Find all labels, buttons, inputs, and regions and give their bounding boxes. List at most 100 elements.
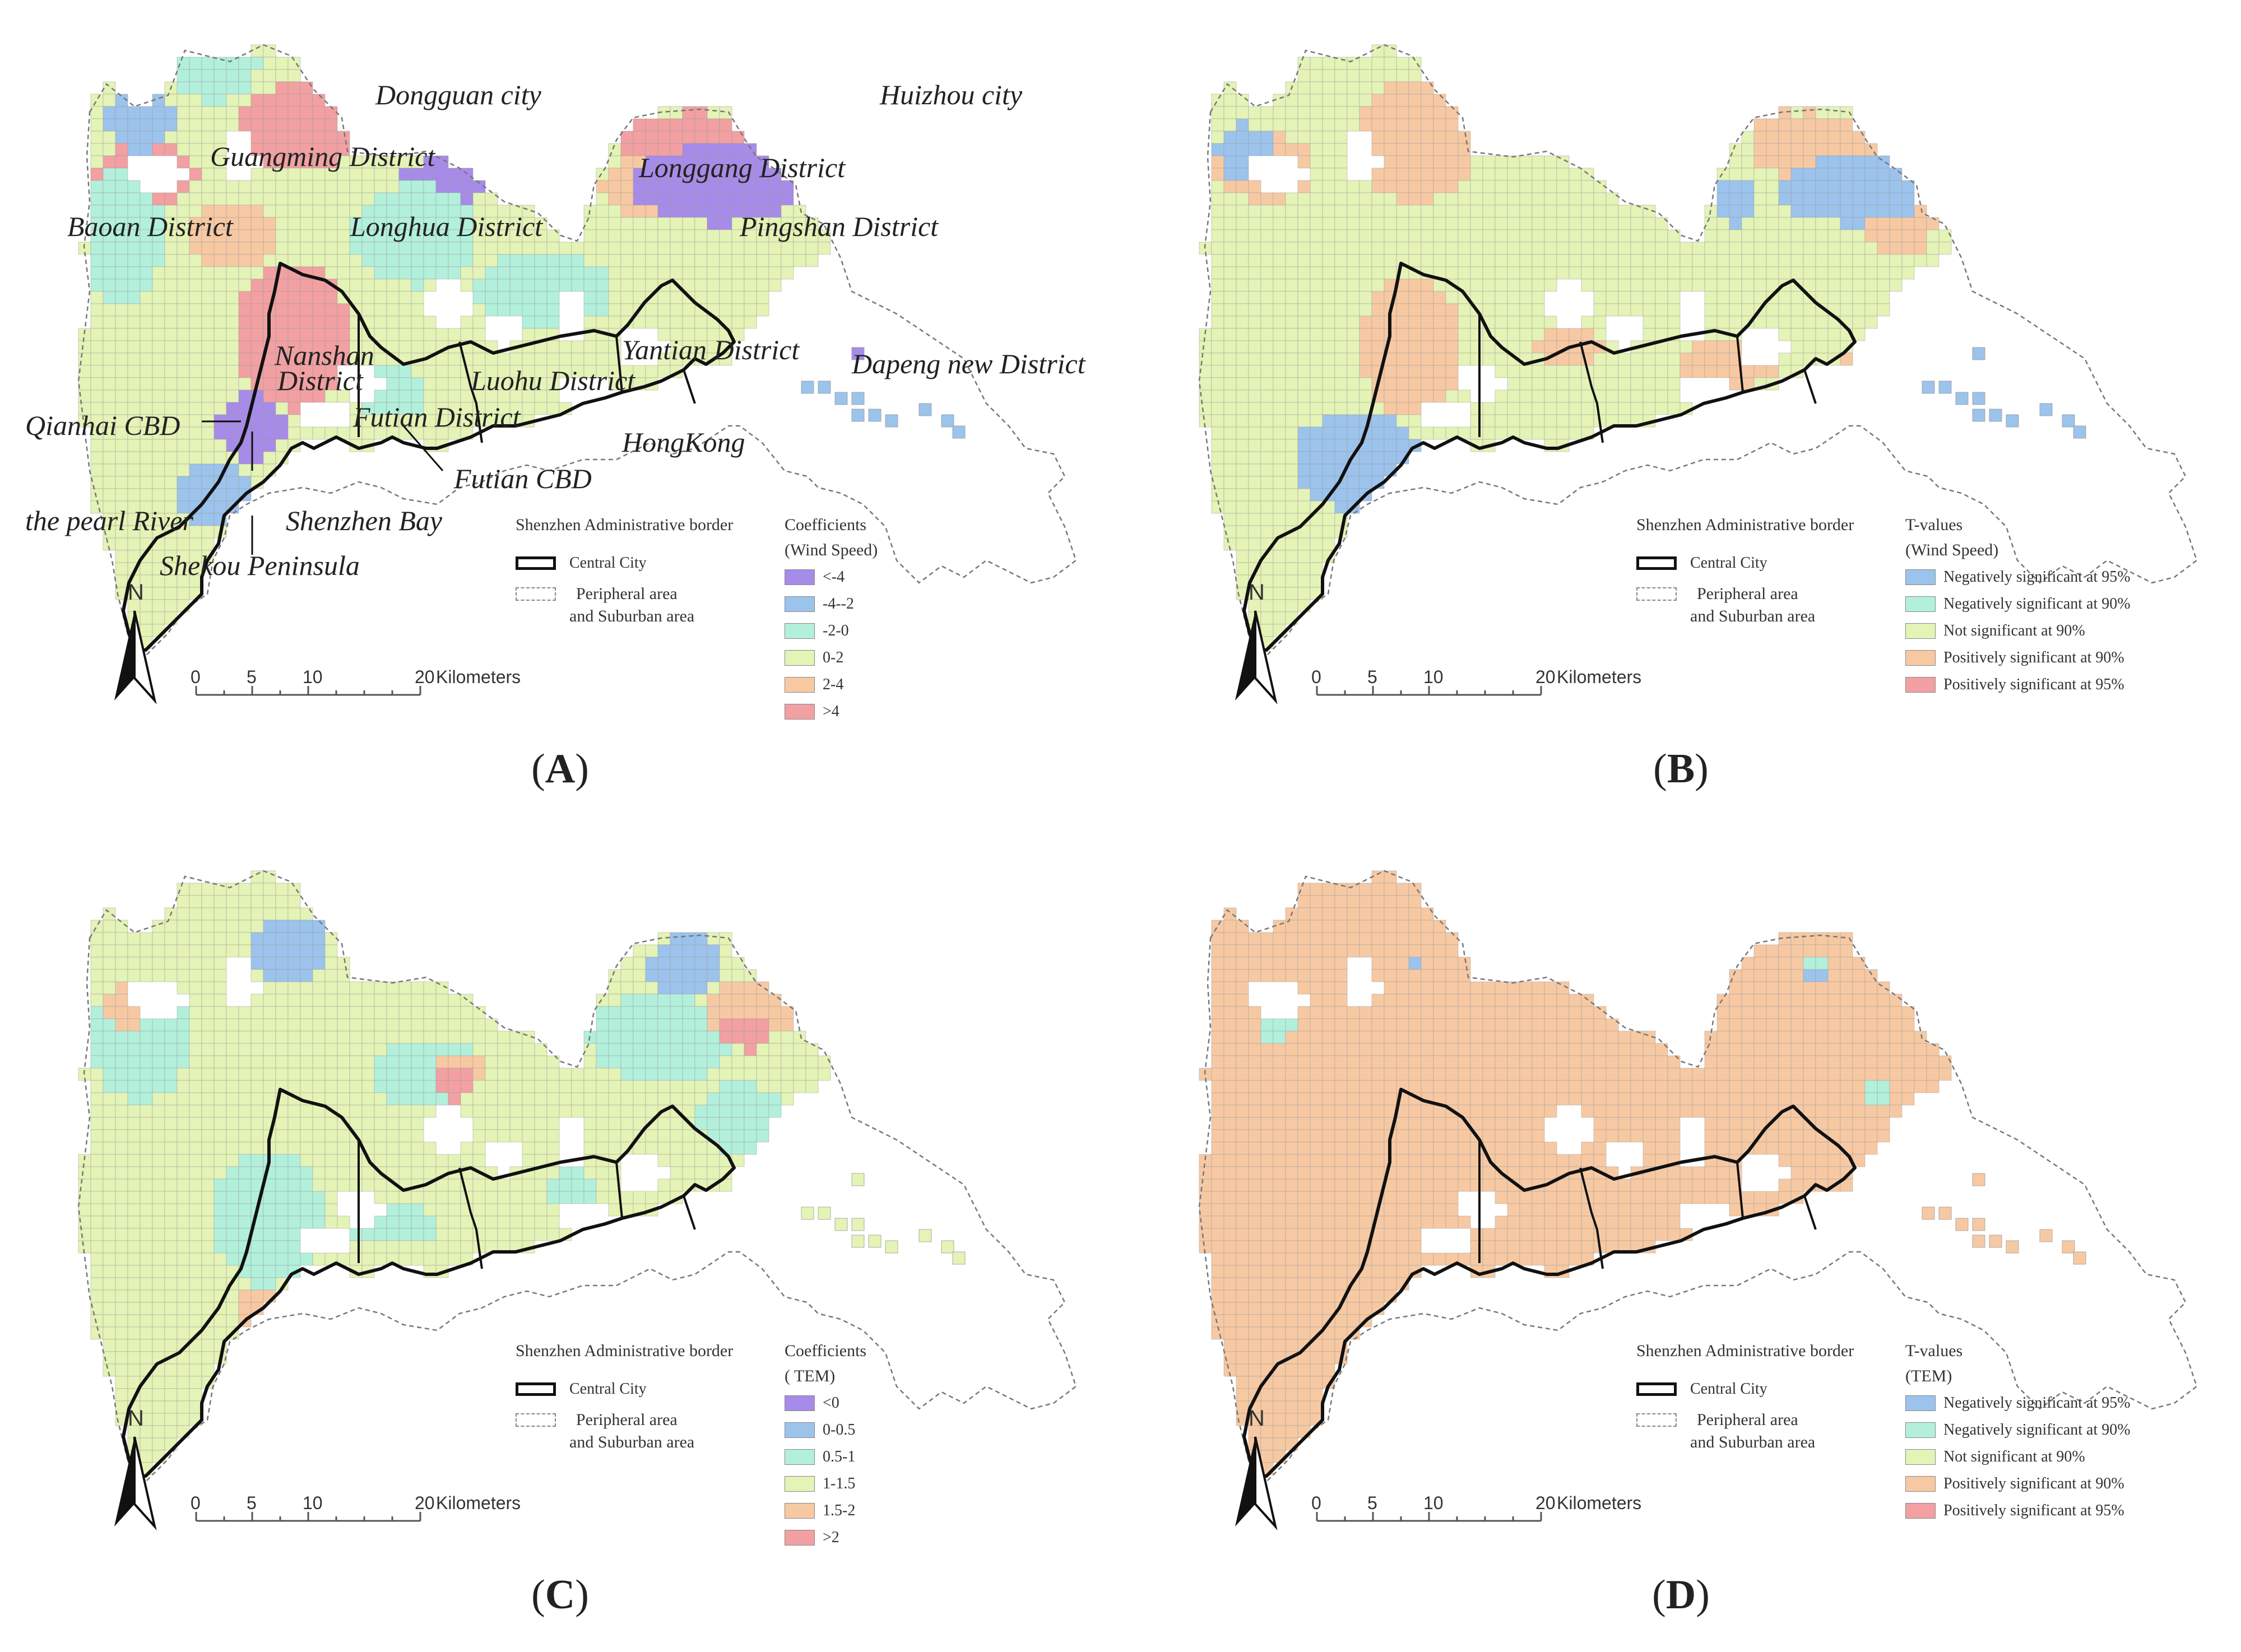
district-border	[458, 341, 483, 443]
legend-class-label: Not significant at 90%	[1943, 622, 2085, 639]
raster-grid	[1199, 870, 2086, 1475]
map-svg	[1198, 44, 2198, 705]
panel-letter: A	[545, 746, 576, 792]
legend-peripheral-line1: Peripheral area	[576, 584, 678, 603]
central-city-border	[1242, 262, 1857, 652]
legend-swatch	[1905, 623, 1936, 639]
scale-tick-label: 10	[1423, 667, 1444, 687]
scale-tick-label: 5	[247, 1493, 257, 1513]
place-label-luohu: Luohu District	[471, 365, 635, 396]
scale-tick-label: 20	[415, 667, 435, 687]
legend-peripheral-area: Peripheral area and Suburban area	[516, 1409, 694, 1454]
district-border	[1579, 1167, 1604, 1269]
legend-class-label: <0	[823, 1394, 839, 1412]
district-border	[1803, 369, 1817, 404]
north-label: N	[128, 580, 144, 605]
scale-tick-label: 10	[303, 1493, 323, 1513]
scale-unit-label: Kilometers	[1557, 667, 1642, 687]
scale-tick-label: 20	[1535, 1493, 1556, 1513]
legend-swatch	[1905, 650, 1936, 666]
legend-peripheral-line2: and Suburban area	[1690, 607, 1816, 625]
legend-swatch	[1905, 1449, 1936, 1465]
central-city-border	[122, 262, 736, 652]
legend-swatch	[785, 1503, 815, 1519]
legend-central-city: Central City	[516, 552, 647, 574]
legend-swatch	[1905, 569, 1936, 585]
legend-peripheral-line1: Peripheral area	[1697, 1410, 1798, 1429]
legend-class-label: <-4	[823, 568, 845, 586]
place-label-qianhai: Qianhai CBD	[25, 410, 180, 441]
scale-tick-label: 0	[1311, 1493, 1321, 1513]
place-label-hongkong: HongKong	[622, 426, 745, 458]
legend-swatch	[1905, 1503, 1936, 1519]
legend-swatch	[785, 623, 815, 639]
panel-letter: D	[1665, 1572, 1696, 1618]
legend-class-item: Positively significant at 90%	[1905, 647, 2124, 669]
legend-swatch	[785, 1476, 815, 1492]
district-border	[615, 336, 623, 393]
legend-class-item: -4--2	[785, 593, 854, 615]
class-legend-title: T-values	[1905, 1342, 1963, 1360]
legend-peripheral-area: Peripheral area and Suburban area	[1636, 1409, 1815, 1454]
legend-class-label: 2-4	[823, 676, 844, 693]
place-label-guangming: Guangming District	[210, 141, 435, 172]
place-label-dongguan: Dongguan city	[375, 79, 541, 110]
legend-class-label: Positively significant at 90%	[1943, 649, 2124, 666]
scale-tick-label: 10	[1423, 1493, 1444, 1513]
district-border	[1736, 336, 1744, 393]
peripheral-border	[77, 44, 1077, 657]
legend-swatch	[785, 677, 815, 693]
panel-letter: B	[1667, 746, 1695, 792]
map-panel-a: N 0 5 10 20 Kilometers Shenzhen Administrative…	[0, 0, 1120, 826]
legend-class-item: <0	[785, 1392, 839, 1414]
place-label-pingshan: Pingshan District	[740, 211, 939, 242]
legend-class-label: Not significant at 90%	[1943, 1448, 2085, 1465]
place-label-longhua: Longhua District	[350, 211, 543, 242]
north-arrow-icon	[1235, 610, 1278, 705]
central-city-border	[1242, 1088, 1857, 1478]
legend-class-label: Positively significant at 90%	[1943, 1475, 2124, 1492]
raster-grid	[1199, 44, 2086, 649]
scale-tick-label: 20	[415, 1493, 435, 1513]
legend-class-item: Positively significant at 95%	[1905, 674, 2124, 696]
scale-bar	[195, 686, 421, 696]
scale-bar	[195, 1512, 421, 1522]
legend-peripheral-area: Peripheral area and Suburban area	[1636, 583, 1815, 628]
place-label-futian: Futian District	[353, 401, 521, 433]
legend-class-label: Negatively significant at 95%	[1943, 1394, 2131, 1412]
north-label: N	[128, 1406, 144, 1431]
legend-central-city: Central City	[516, 1378, 647, 1400]
central-city-border	[122, 1088, 736, 1478]
legend-class-item: Negatively significant at 95%	[1905, 1392, 2131, 1414]
legend-central-city: Central City	[1636, 1378, 1767, 1400]
class-legend-subtitle: (Wind Speed)	[1905, 541, 1999, 559]
legend-class-item: >2	[785, 1526, 839, 1549]
north-arrow-icon	[1235, 1436, 1278, 1531]
legend-class-item: >4	[785, 700, 839, 723]
legend-class-label: -4--2	[823, 595, 854, 612]
legend-swatch	[785, 569, 815, 585]
legend-class-item: <-4	[785, 566, 845, 588]
peripheral-border	[1198, 870, 2198, 1483]
legend-peripheral-area: Peripheral area and Suburban area	[516, 583, 694, 628]
peripheral-border	[1198, 44, 2198, 657]
legend-swatch	[1905, 1422, 1936, 1438]
legend-swatch	[1905, 1395, 1936, 1411]
map-panel-b: N 0 5 10 20 Kilometers Shenzhen Administrative…	[1121, 0, 2241, 826]
legend-class-item: -2-0	[785, 620, 849, 642]
legend-class-label: 0-0.5	[823, 1421, 856, 1438]
district-border	[683, 369, 696, 404]
legend-class-label: Negatively significant at 90%	[1943, 595, 2131, 612]
legend-class-item: Positively significant at 95%	[1905, 1500, 2124, 1522]
map-svg	[77, 44, 1077, 705]
legend-central-city-label: Central City	[569, 554, 647, 572]
legend-central-city: Central City	[1636, 552, 1767, 574]
district-border	[1803, 1195, 1817, 1230]
place-label-nanshan1: Nanshan	[275, 340, 374, 371]
scale-tick-label: 5	[247, 667, 257, 687]
legend-central-city-label: Central City	[1690, 554, 1767, 572]
legend-swatch	[1905, 677, 1936, 693]
scale-unit-label: Kilometers	[436, 1493, 521, 1513]
legend-central-city-label: Central City	[569, 1380, 647, 1398]
legend-class-item: Not significant at 90%	[1905, 620, 2085, 642]
